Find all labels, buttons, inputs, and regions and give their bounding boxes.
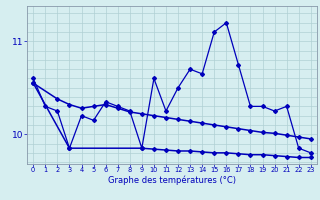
X-axis label: Graphe des températures (°C): Graphe des températures (°C) <box>108 176 236 185</box>
